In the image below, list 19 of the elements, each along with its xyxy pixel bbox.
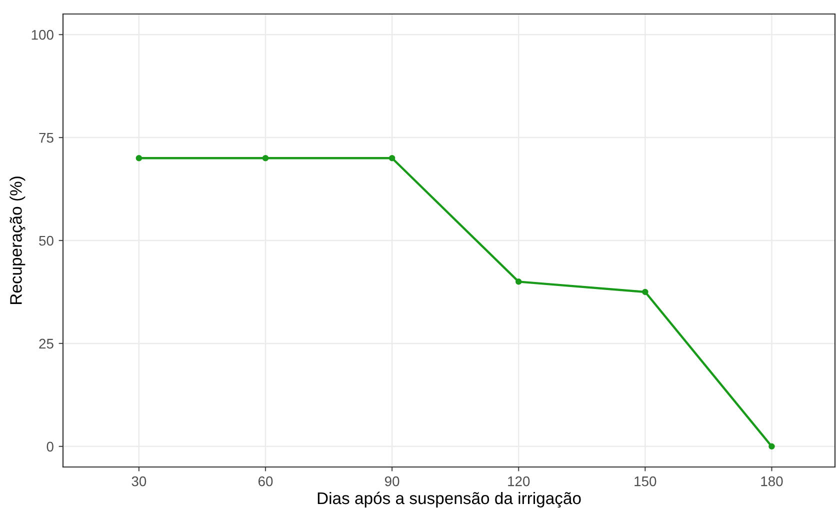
x-tick-label: 30 <box>132 476 146 486</box>
x-axis-title: Dias após a suspensão da irrigação <box>318 492 581 508</box>
point <box>388 155 396 162</box>
point <box>642 288 648 296</box>
y-tick-label: 25 <box>39 338 54 349</box>
y-tick-label: 50 <box>39 236 54 246</box>
y-tick-label: 100 <box>32 30 54 40</box>
y-tick-label: 0 <box>46 442 54 452</box>
x-tick-label: 90 <box>384 476 400 486</box>
point <box>515 278 522 285</box>
x-tick-label: 150 <box>634 476 656 486</box>
point <box>262 155 269 162</box>
y-tick-label: 75 <box>39 133 54 143</box>
x-tick-label: 180 <box>761 476 783 486</box>
point <box>768 443 775 450</box>
y-axis-title: Recuperação (%) <box>10 176 26 304</box>
point <box>136 155 142 162</box>
x-tick-label: 60 <box>258 476 273 486</box>
x-tick-label: 120 <box>508 476 530 486</box>
